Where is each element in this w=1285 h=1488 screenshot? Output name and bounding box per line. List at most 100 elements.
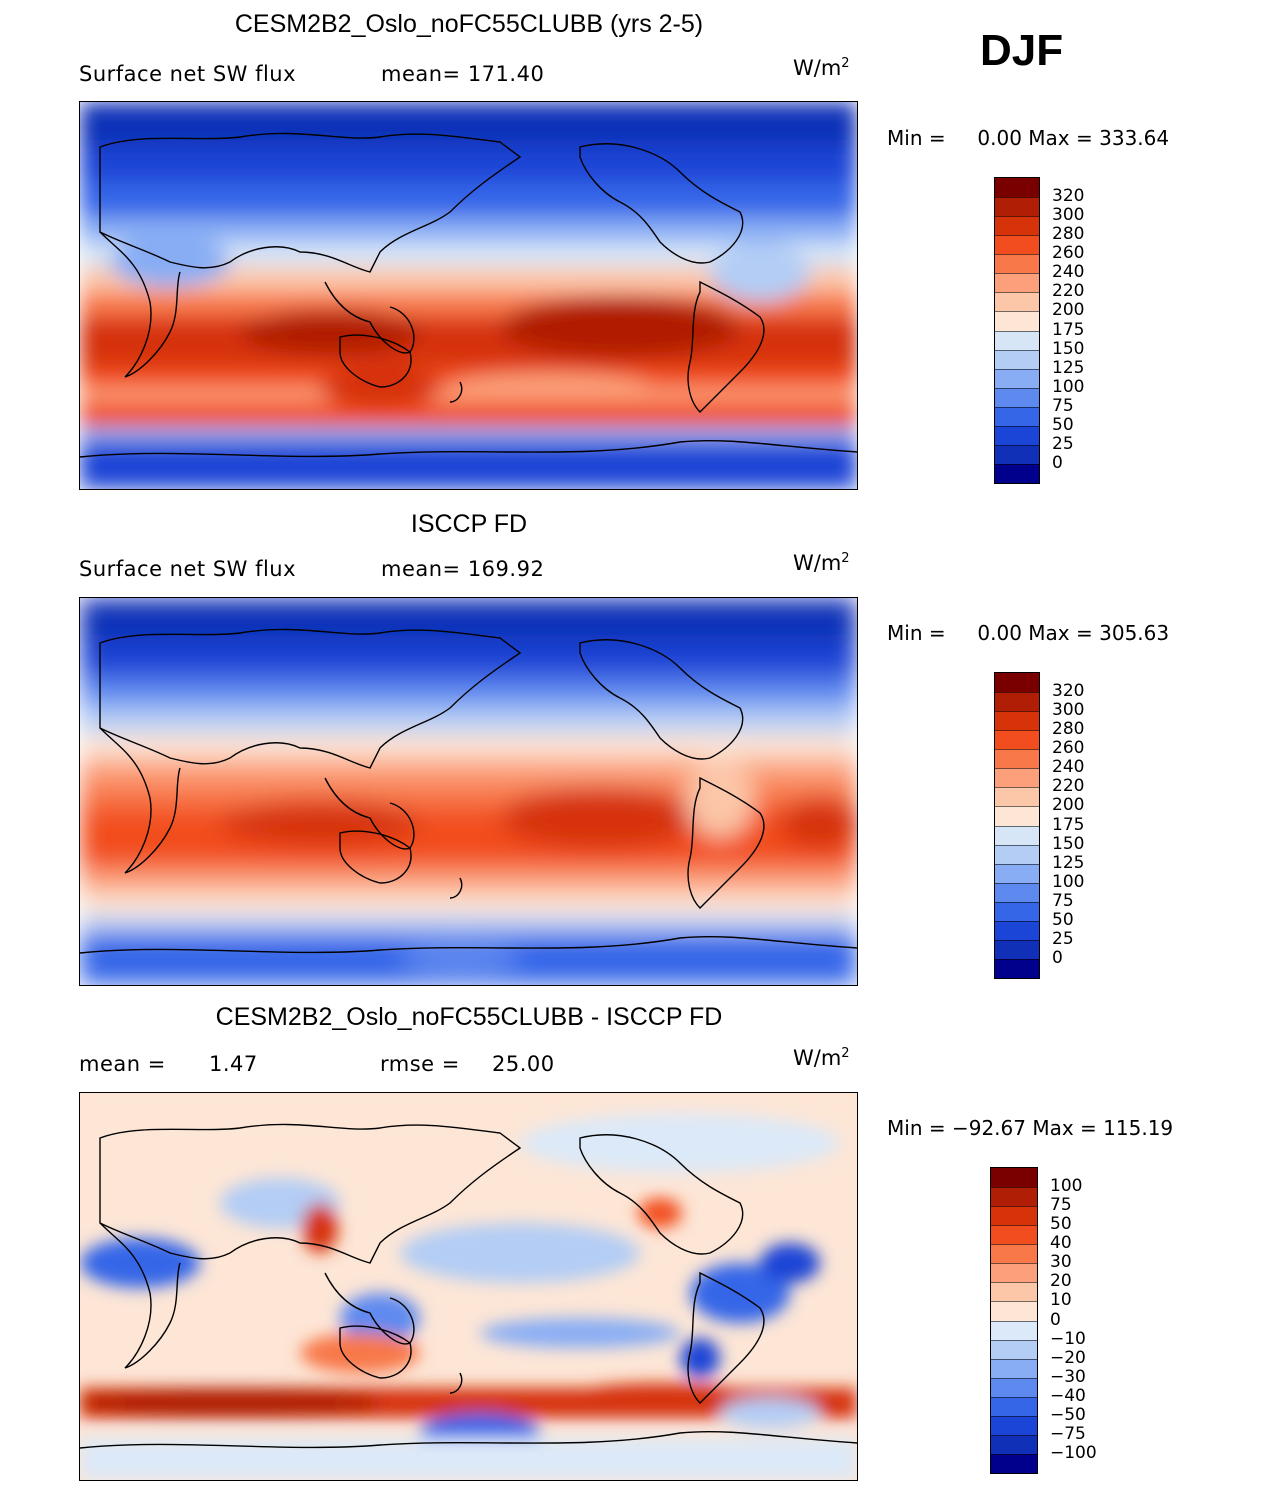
colorbar-tick-label: 280 [1052, 224, 1085, 245]
panel2-title: ISCCP FD [410, 510, 528, 538]
colorbar-tick-label: 20 [1050, 1271, 1072, 1292]
panel2-mean-label: mean= 169.92 [381, 557, 545, 581]
colorbar-swatch [995, 768, 1039, 788]
colorbar-tick-label: 320 [1052, 186, 1085, 207]
panel2-coastlines [80, 628, 857, 954]
panel1-colorbar [994, 177, 1040, 484]
panel3-rmse-label: rmse = [380, 1052, 460, 1076]
panel1-map [79, 101, 858, 490]
colorbar-swatch [995, 235, 1039, 255]
colorbar-swatch [995, 406, 1039, 426]
colorbar-tick-label: 100 [1050, 1176, 1083, 1197]
colorbar-tick-label: 125 [1052, 852, 1085, 873]
colorbar-tick-label: 220 [1052, 281, 1085, 302]
colorbar-tick-label: 50 [1052, 414, 1074, 435]
colorbar-swatch [995, 958, 1039, 978]
colorbar-tick-label: 75 [1050, 1195, 1072, 1216]
colorbar-swatch [995, 444, 1039, 464]
panel2-colorbar-labels: 320 300 280 260 240 220 200 175 150 125 100 75 50 25 0 [1052, 672, 1112, 979]
colorbar-swatch [995, 806, 1039, 826]
colorbar-tick-label: 25 [1052, 433, 1074, 454]
colorbar-swatch [995, 730, 1039, 750]
panel2-map [79, 597, 858, 986]
colorbar-swatch [995, 882, 1039, 902]
colorbar-swatch [995, 901, 1039, 921]
panel3-minmax: Min = −92.67 Max = 115.19 [887, 1116, 1174, 1140]
panel3-colorbar [990, 1167, 1038, 1474]
colorbar-swatch [991, 1282, 1037, 1302]
colorbar-swatch [995, 197, 1039, 217]
colorbar-swatch [991, 1453, 1037, 1473]
colorbar-tick-label: 300 [1052, 700, 1085, 721]
colorbar-tick-label: −100 [1050, 1442, 1097, 1463]
colorbar-tick-label: 50 [1050, 1214, 1072, 1235]
panel1-variable-label: Surface net SW flux [79, 62, 297, 86]
panel2-variable-label: Surface net SW flux [79, 557, 297, 581]
colorbar-swatch [991, 1320, 1037, 1340]
colorbar-swatch [991, 1434, 1037, 1454]
colorbar-swatch [995, 787, 1039, 807]
colorbar-swatch [995, 292, 1039, 312]
colorbar-tick-label: 280 [1052, 719, 1085, 740]
colorbar-swatch [995, 673, 1039, 693]
colorbar-swatch [991, 1263, 1037, 1283]
colorbar-tick-label: −10 [1050, 1328, 1086, 1349]
colorbar-swatch [991, 1225, 1037, 1245]
colorbar-swatch [995, 273, 1039, 293]
colorbar-swatch [991, 1187, 1037, 1207]
colorbar-swatch [995, 216, 1039, 236]
colorbar-tick-label: 240 [1052, 757, 1085, 778]
colorbar-swatch [995, 178, 1039, 198]
colorbar-tick-label: 0 [1050, 1309, 1061, 1330]
colorbar-tick-label: 260 [1052, 738, 1085, 759]
panel3-mean-value: 1.47 [209, 1052, 258, 1076]
colorbar-swatch [991, 1377, 1037, 1397]
colorbar-tick-label: 75 [1052, 890, 1074, 911]
colorbar-swatch [995, 349, 1039, 369]
colorbar-swatch [991, 1244, 1037, 1264]
panel1-map-field [80, 102, 857, 489]
panel3-colorbar-labels: 100 75 50 40 30 20 10 0 −10 −20 −30 −40 −50 −75 −100 [1050, 1167, 1120, 1474]
colorbar-swatch [991, 1415, 1037, 1435]
colorbar-swatch [995, 368, 1039, 388]
colorbar-tick-label: 260 [1052, 243, 1085, 264]
colorbar-tick-label: 150 [1052, 338, 1085, 359]
colorbar-swatch [995, 311, 1039, 331]
colorbar-tick-label: 175 [1052, 319, 1085, 340]
panel1-title: CESM2B2_Oslo_noFC55CLUBB (yrs 2-5) [234, 10, 704, 38]
panel3-rmse-value: 25.00 [492, 1052, 555, 1076]
colorbar-swatch [991, 1206, 1037, 1226]
colorbar-tick-label: 75 [1052, 395, 1074, 416]
colorbar-tick-label: 25 [1052, 928, 1074, 949]
panel2-map-field [80, 598, 857, 985]
panel3-title: CESM2B2_Oslo_noFC55CLUBB - ISCCP FD [215, 1003, 723, 1031]
colorbar-tick-label: 320 [1052, 681, 1085, 702]
colorbar-tick-label: 30 [1050, 1252, 1072, 1273]
colorbar-tick-label: 0 [1052, 452, 1063, 473]
colorbar-swatch [995, 330, 1039, 350]
colorbar-swatch [995, 711, 1039, 731]
colorbar-swatch [991, 1339, 1037, 1359]
colorbar-swatch [995, 692, 1039, 712]
colorbar-swatch [995, 863, 1039, 883]
colorbar-swatch [995, 749, 1039, 769]
panel3-mean-label: mean = [79, 1052, 166, 1076]
colorbar-swatch [991, 1168, 1037, 1188]
colorbar-swatch [995, 387, 1039, 407]
colorbar-tick-label: 50 [1052, 909, 1074, 930]
panel3-map-field [80, 1093, 857, 1480]
colorbar-swatch [995, 825, 1039, 845]
panel3-map [79, 1092, 858, 1481]
colorbar-swatch [995, 920, 1039, 940]
panel2-minmax: Min = 0.00 Max = 305.63 [887, 621, 1170, 645]
colorbar-tick-label: 100 [1052, 376, 1085, 397]
colorbar-tick-label: 10 [1050, 1290, 1072, 1311]
panel3-coastlines [80, 1123, 857, 1449]
season-label: DJF [980, 26, 1064, 75]
panel2-units: W/m2 [793, 551, 850, 575]
colorbar-swatch [991, 1358, 1037, 1378]
colorbar-swatch [995, 844, 1039, 864]
panel1-units: W/m2 [793, 56, 850, 80]
colorbar-tick-label: 200 [1052, 300, 1085, 321]
colorbar-tick-label: 125 [1052, 357, 1085, 378]
